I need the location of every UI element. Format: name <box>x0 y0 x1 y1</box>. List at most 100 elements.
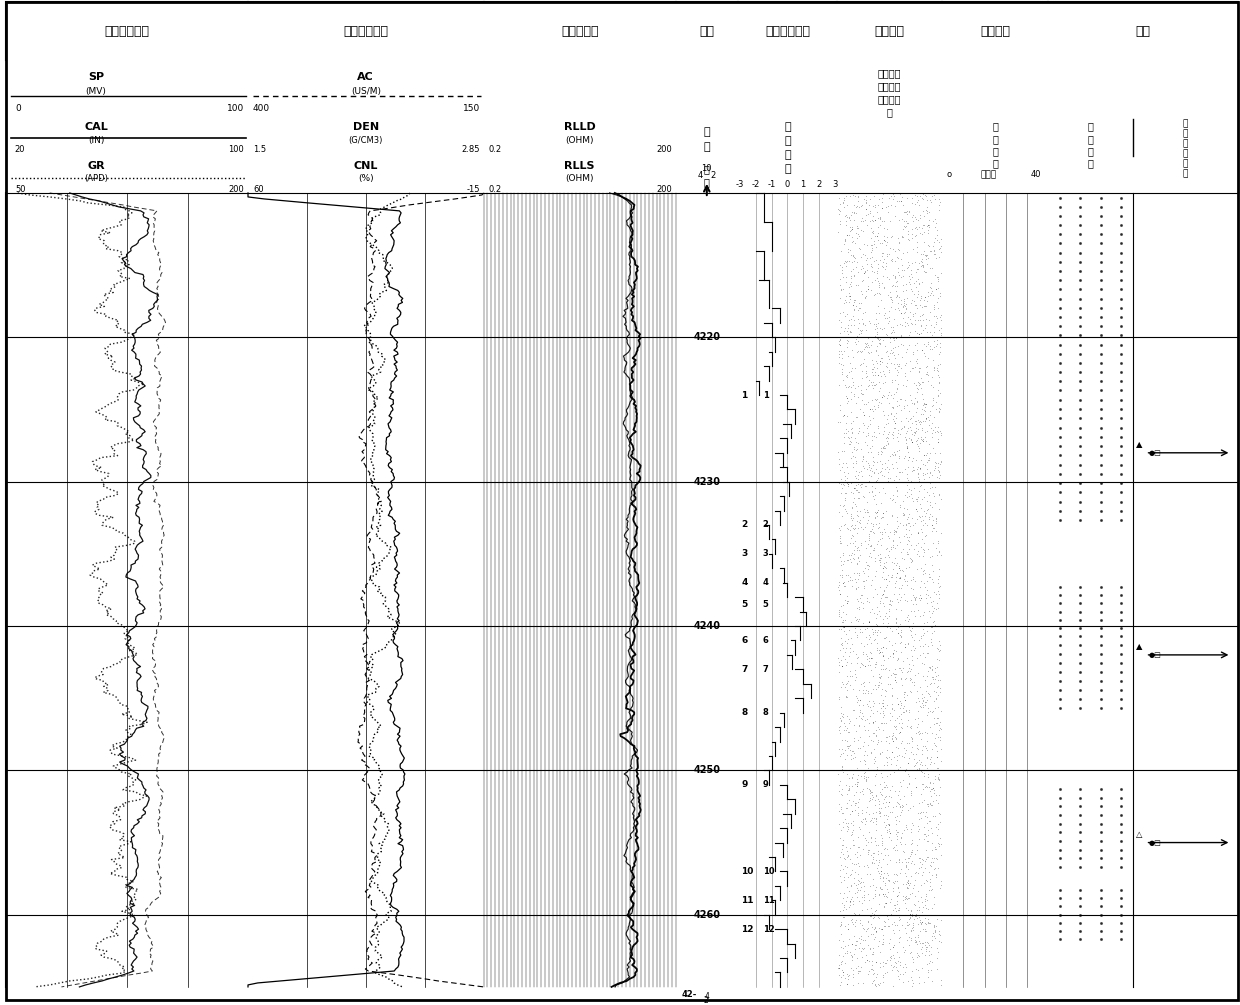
Point <box>873 440 893 456</box>
Bar <box>248 119 484 156</box>
Point <box>918 573 937 589</box>
Point <box>873 509 893 525</box>
Point <box>875 699 895 716</box>
Point <box>875 660 895 676</box>
Bar <box>738 669 760 713</box>
Point <box>857 261 877 277</box>
Point <box>877 660 897 676</box>
Point <box>882 962 901 978</box>
Point <box>889 761 909 777</box>
Point <box>924 485 944 501</box>
Point <box>890 193 910 209</box>
Point <box>868 939 888 955</box>
Point <box>843 521 863 537</box>
Point <box>851 535 870 551</box>
Point <box>833 715 853 731</box>
Point <box>929 202 949 218</box>
Point <box>906 596 926 612</box>
Point <box>831 621 851 637</box>
Point <box>868 720 888 736</box>
Point <box>861 940 880 956</box>
Point <box>920 857 940 873</box>
Point <box>897 577 916 593</box>
Point <box>911 742 931 758</box>
Point <box>910 210 930 226</box>
Point <box>883 727 903 743</box>
Point <box>831 939 851 955</box>
Point <box>866 811 885 827</box>
Point <box>900 672 920 688</box>
Point <box>913 307 932 323</box>
Point <box>913 273 932 289</box>
Point <box>868 469 888 485</box>
Point <box>847 724 867 740</box>
Point <box>879 735 899 751</box>
Point <box>906 273 926 289</box>
Point <box>861 635 880 651</box>
Point <box>914 698 934 715</box>
Point <box>901 785 921 801</box>
Point <box>833 722 853 738</box>
Point <box>908 525 928 541</box>
Point <box>862 650 882 666</box>
Point <box>837 408 857 424</box>
Point <box>864 454 884 470</box>
Point <box>866 676 885 692</box>
Point <box>870 808 890 824</box>
Point <box>835 553 854 569</box>
Point <box>844 565 864 581</box>
Point <box>918 373 937 389</box>
Point <box>844 521 864 537</box>
Point <box>929 590 949 606</box>
Text: 2: 2 <box>742 521 748 530</box>
Point <box>893 506 913 522</box>
Point <box>880 289 900 306</box>
Bar <box>738 525 760 554</box>
Point <box>841 535 861 551</box>
Point <box>843 680 863 696</box>
Point <box>842 545 862 561</box>
Point <box>841 655 861 671</box>
Point <box>919 218 939 234</box>
Point <box>903 909 923 925</box>
Point <box>847 591 867 607</box>
Point <box>880 596 900 612</box>
Point <box>915 860 935 876</box>
Point <box>879 817 899 833</box>
Point <box>870 210 890 226</box>
Point <box>848 311 868 327</box>
Point <box>906 909 926 925</box>
Point <box>847 627 867 643</box>
Point <box>830 919 849 935</box>
Point <box>906 537 926 553</box>
Point <box>833 910 853 926</box>
Point <box>887 816 906 832</box>
Point <box>919 411 939 427</box>
Point <box>832 967 852 983</box>
Point <box>911 317 931 333</box>
Point <box>914 346 934 362</box>
Point <box>910 296 930 313</box>
Point <box>836 379 856 395</box>
Point <box>873 958 893 974</box>
Point <box>924 439 944 455</box>
Point <box>863 403 883 419</box>
Point <box>915 399 935 415</box>
Point <box>913 190 932 206</box>
Point <box>864 233 884 249</box>
Point <box>846 235 866 251</box>
Point <box>831 314 851 330</box>
Point <box>833 709 853 725</box>
Point <box>851 964 870 980</box>
Point <box>853 213 873 229</box>
Bar <box>484 193 676 987</box>
Point <box>857 194 877 210</box>
Point <box>842 234 862 250</box>
Point <box>833 764 853 780</box>
Point <box>847 565 867 581</box>
Point <box>833 933 853 949</box>
Point <box>892 664 911 680</box>
Point <box>878 577 898 593</box>
Point <box>870 644 890 660</box>
Point <box>890 966 910 982</box>
